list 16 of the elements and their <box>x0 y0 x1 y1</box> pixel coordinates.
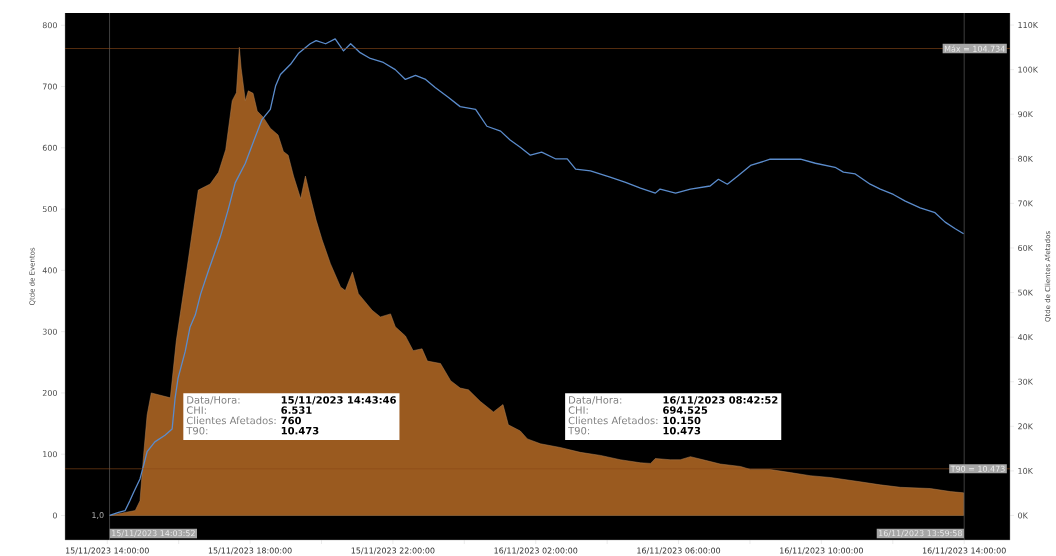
annotation: 6.531 <box>281 406 312 414</box>
annotation: T90: <box>568 426 590 435</box>
annotation: Clientes Afetados: <box>568 416 658 425</box>
annotation: 760 <box>281 416 302 425</box>
annotation: Data/Hora: <box>187 396 240 405</box>
annotation: Clientes Afetados: <box>186 416 276 425</box>
annotation: 15/11/2023 14:43:46 <box>281 396 396 405</box>
annotation: T90: <box>186 426 208 435</box>
annotation: 694.525 <box>663 406 708 414</box>
annotation: 10.150 <box>663 416 701 425</box>
annotation: 16/11/2023 08:42:52 <box>663 396 778 405</box>
annotation: 10.473 <box>663 426 701 435</box>
annotation: Data/Hora: <box>569 396 622 405</box>
annotation: CHI: <box>186 406 206 414</box>
annotation: CHI: <box>568 406 588 414</box>
annotation: 10.473 <box>281 426 319 435</box>
